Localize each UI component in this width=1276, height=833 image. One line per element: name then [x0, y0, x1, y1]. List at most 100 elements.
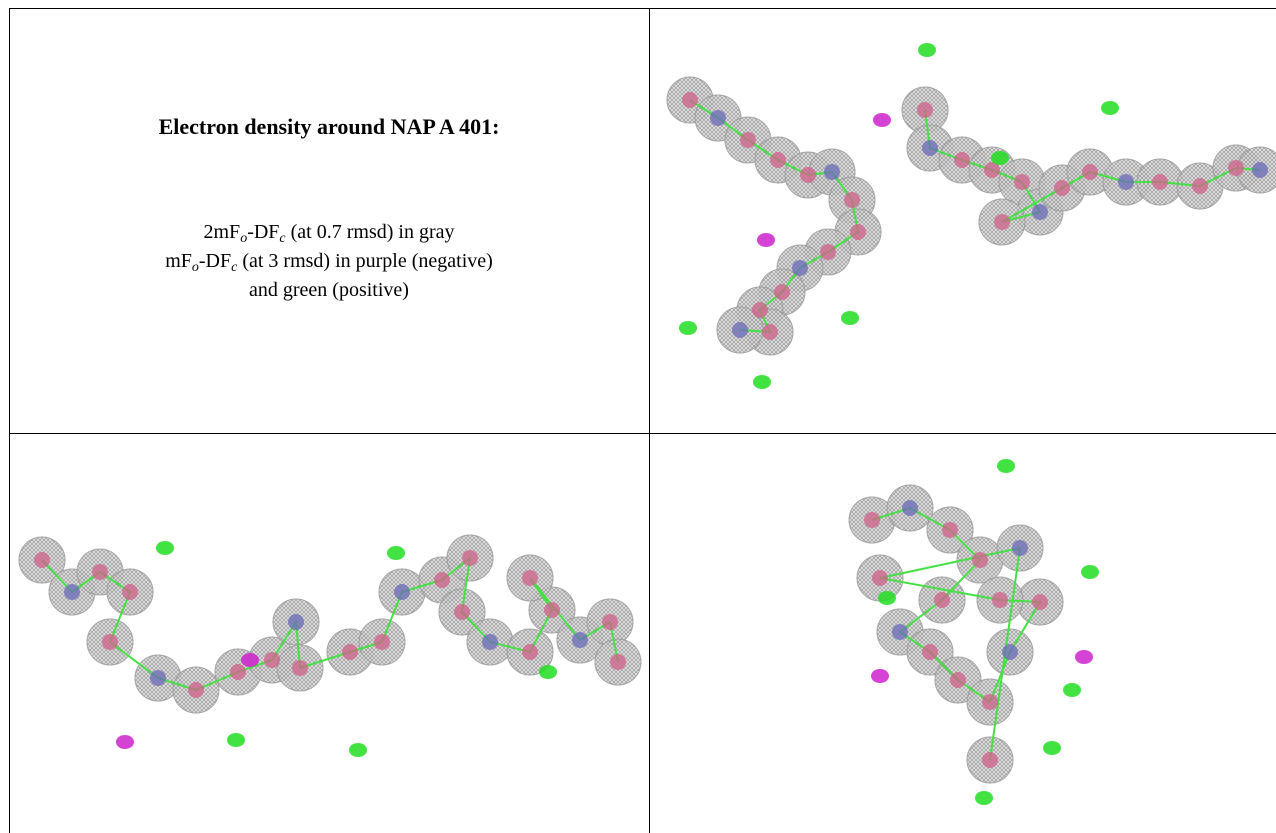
atom-density [522, 644, 538, 660]
difference-density [241, 653, 259, 667]
atom-density [892, 624, 908, 640]
atom-density [1192, 178, 1208, 194]
atom-density [934, 592, 950, 608]
atom-density [762, 324, 778, 340]
atom-density [1032, 204, 1048, 220]
atom-density [792, 260, 808, 276]
title: Electron density around NAP A 401: [158, 114, 500, 139]
atom-density [122, 584, 138, 600]
atom-density [770, 152, 786, 168]
atom-density [288, 614, 304, 630]
atom-density [544, 602, 560, 618]
atom-density [850, 224, 866, 240]
difference-density [871, 669, 889, 683]
text: 2mF [203, 221, 241, 243]
text: -DF [198, 250, 232, 272]
table-borders [9, 8, 1276, 833]
atom-density [774, 284, 790, 300]
text: mF [165, 250, 192, 272]
atom-density [954, 152, 970, 168]
atom-density [994, 214, 1010, 230]
atom-density [922, 140, 938, 156]
atom-density [64, 584, 80, 600]
atom-density [150, 670, 166, 686]
text: (at 0.7 rmsd) in gray [285, 221, 455, 243]
atom-density [342, 644, 358, 660]
difference-density [156, 541, 174, 555]
atom-density [820, 244, 836, 260]
difference-density [227, 733, 245, 747]
difference-density [991, 151, 1009, 165]
atom-density [522, 570, 538, 586]
atom-density [454, 604, 470, 620]
atom-density [1054, 180, 1070, 196]
atom-density [230, 664, 246, 680]
atom-density [1228, 160, 1244, 176]
caption: 2mFo-DFc (at 0.7 rmsd) in gray mFo-DFc (… [10, 218, 648, 305]
atom-density [92, 564, 108, 580]
atom-density [844, 192, 860, 208]
atom-density [752, 302, 768, 318]
atom-density [572, 632, 588, 648]
difference-density [1063, 683, 1081, 697]
difference-density [873, 113, 891, 127]
atom-density [872, 570, 888, 586]
caption-line: and green (positive) [249, 279, 409, 301]
atom-density [482, 634, 498, 650]
atom-density [264, 652, 280, 668]
difference-density [679, 321, 697, 335]
difference-density [1043, 741, 1061, 755]
atom-density [682, 92, 698, 108]
atom-density [188, 682, 204, 698]
caption-line: 2mFo-DFc (at 0.7 rmsd) in gray [10, 218, 648, 247]
difference-density [1075, 650, 1093, 664]
atom-density [922, 644, 938, 660]
difference-density [116, 735, 134, 749]
difference-density [539, 665, 557, 679]
atom-density [984, 162, 1000, 178]
difference-density [387, 546, 405, 560]
subscript: o [191, 260, 199, 275]
atom-density [710, 110, 726, 126]
subscript: o [240, 231, 248, 246]
caption-line: mFo-DFc (at 3 rmsd) in purple (negative) [10, 247, 648, 276]
density-images [18, 43, 1276, 805]
atom-density [800, 167, 816, 183]
atom-density [34, 552, 50, 568]
atom-density [394, 584, 410, 600]
atom-density [950, 672, 966, 688]
difference-density [841, 311, 859, 325]
subscript: c [279, 231, 286, 246]
difference-density [349, 743, 367, 757]
atom-density [982, 752, 998, 768]
difference-density [997, 459, 1015, 473]
difference-density [757, 233, 775, 247]
atom-density [1152, 174, 1168, 190]
atom-density [1014, 174, 1030, 190]
atom-density [864, 512, 880, 528]
atom-density [1012, 540, 1028, 556]
atom-density [374, 634, 390, 650]
difference-density [975, 791, 993, 805]
atom-density [462, 550, 478, 566]
atom-density [824, 164, 840, 180]
atom-density [732, 322, 748, 338]
atom-density [610, 654, 626, 670]
atom-density [917, 102, 933, 118]
atom-density [972, 552, 988, 568]
text: -DF [247, 221, 280, 243]
text: (at 3 rmsd) in purple (negative) [237, 250, 493, 272]
atom-density [1082, 164, 1098, 180]
atom-density [602, 614, 618, 630]
atom-density [992, 592, 1008, 608]
difference-density [1081, 565, 1099, 579]
difference-density [878, 591, 896, 605]
atom-density [292, 660, 308, 676]
atom-density [1002, 644, 1018, 660]
atom-density [1118, 174, 1134, 190]
difference-density [753, 375, 771, 389]
difference-density [918, 43, 936, 57]
atom-density [102, 634, 118, 650]
